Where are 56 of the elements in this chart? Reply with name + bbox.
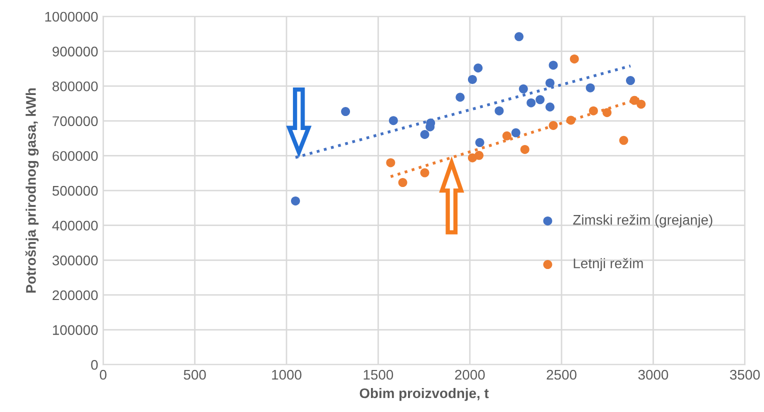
point bbox=[548, 120, 558, 130]
point bbox=[586, 83, 595, 92]
x-tick-label: 0 bbox=[100, 370, 106, 380]
x-tick-label: 3500 bbox=[730, 370, 760, 380]
x-tick-label: 3000 bbox=[638, 370, 668, 380]
point bbox=[398, 178, 408, 188]
y-axis-title: Potrošnja prirodnog gasa, kWh bbox=[25, 88, 39, 293]
point bbox=[475, 138, 484, 148]
y-tick-label: 300000 bbox=[52, 256, 98, 266]
point bbox=[545, 78, 554, 88]
point bbox=[588, 106, 598, 116]
point bbox=[494, 106, 504, 116]
y-tick-label: 0 bbox=[91, 360, 98, 370]
point bbox=[526, 98, 536, 108]
point bbox=[341, 107, 350, 116]
point bbox=[474, 150, 484, 160]
y-tick-label: 500000 bbox=[52, 186, 98, 196]
x-tick-label: 1000 bbox=[272, 370, 302, 380]
y-tick-label: 100000 bbox=[52, 325, 98, 335]
legend-label: Letnji režim bbox=[574, 258, 643, 272]
y-tick-label: 1000000 bbox=[45, 12, 98, 22]
point bbox=[630, 96, 639, 105]
y-tick-label: 400000 bbox=[52, 220, 98, 231]
point bbox=[545, 102, 554, 112]
point bbox=[566, 116, 576, 125]
point bbox=[520, 144, 530, 154]
point bbox=[514, 32, 524, 42]
x-tick-label: 1500 bbox=[364, 370, 394, 380]
point bbox=[619, 136, 628, 145]
x-axis-title: Obim proizvodnje, t bbox=[360, 388, 489, 401]
y-tick-label: 200000 bbox=[52, 290, 98, 300]
y-tick-label: 900000 bbox=[52, 46, 98, 56]
x-tick-label: 500 bbox=[184, 370, 206, 380]
point bbox=[511, 128, 520, 138]
point bbox=[518, 84, 528, 94]
point bbox=[386, 158, 396, 168]
point bbox=[548, 60, 558, 70]
point bbox=[420, 130, 430, 139]
point bbox=[420, 168, 430, 178]
point bbox=[636, 100, 646, 109]
y-tick-label: 800000 bbox=[52, 81, 98, 92]
point bbox=[602, 108, 612, 118]
point bbox=[456, 92, 465, 102]
y-tick-label: 600000 bbox=[52, 151, 98, 161]
point bbox=[502, 131, 512, 140]
point bbox=[388, 116, 398, 126]
point bbox=[570, 54, 579, 64]
x-tick-label: 2000 bbox=[455, 370, 485, 380]
point bbox=[474, 64, 483, 73]
legend-label: Zimski režim (grejanje) bbox=[573, 214, 712, 228]
point bbox=[626, 76, 635, 86]
point bbox=[468, 74, 477, 84]
y-tick-label: 700000 bbox=[52, 116, 98, 126]
point bbox=[290, 196, 300, 206]
point bbox=[536, 95, 545, 104]
x-tick-label: 2500 bbox=[546, 370, 576, 380]
